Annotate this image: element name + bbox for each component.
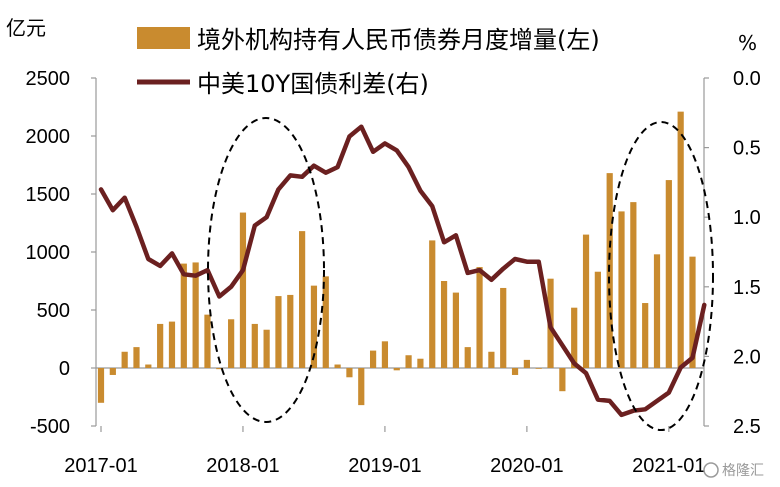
- bar: [642, 303, 649, 368]
- bar: [571, 307, 578, 368]
- left-tick-label: 0: [59, 358, 70, 380]
- watermark: 格隆汇: [703, 462, 764, 479]
- bar: [500, 287, 507, 368]
- bar: [168, 321, 176, 368]
- left-tick-label: -500: [30, 416, 70, 438]
- bar: [299, 231, 306, 368]
- bar: [535, 368, 542, 369]
- bar: [133, 347, 140, 368]
- x-axis-ticks: 2017-01 2018-01 2019-01 2020-01 2021-01: [64, 426, 706, 477]
- bar: [511, 368, 519, 375]
- x-tick-label: 2018-01: [206, 455, 279, 477]
- bar: [97, 368, 105, 403]
- left-axis-ticks: 2500 2000 1500 1000 500 0 -500: [26, 68, 96, 438]
- bar: [204, 314, 211, 368]
- left-axis-unit: 亿元: [6, 16, 46, 40]
- bar: [239, 212, 247, 368]
- bar: [145, 364, 152, 368]
- right-tick-label: 2.5: [733, 416, 761, 438]
- bar: [358, 368, 365, 406]
- x-tick-label: 2020-01: [490, 455, 563, 477]
- bar: [452, 292, 459, 368]
- bar: [594, 271, 601, 368]
- bar: [346, 368, 353, 378]
- bar: [429, 240, 436, 368]
- right-tick-label: 1.5: [733, 277, 761, 299]
- watermark-logo-icon: [703, 462, 719, 478]
- bar: [393, 368, 400, 371]
- left-tick-label: 1000: [26, 242, 71, 264]
- right-tick-label: 0.5: [733, 138, 761, 160]
- bar: [216, 368, 223, 370]
- bar: [689, 256, 696, 368]
- right-tick-label: 1.0: [733, 207, 761, 229]
- right-tick-label: 0.0: [733, 68, 761, 90]
- left-tick-label: 2000: [26, 126, 71, 148]
- bar: [523, 359, 530, 368]
- right-axis-unit: %: [738, 31, 757, 55]
- right-tick-label: 2.0: [733, 346, 761, 368]
- left-tick-label: 1500: [26, 184, 71, 206]
- bar: [192, 262, 199, 368]
- bar: [417, 358, 424, 368]
- left-tick-label: 2500: [26, 68, 71, 90]
- legend-bar-label: 境外机构持有人民币债券月度增量(左): [197, 26, 600, 54]
- x-tick-label: 2017-01: [64, 455, 137, 477]
- bar: [369, 350, 377, 368]
- bar: [405, 355, 412, 368]
- bar: [228, 319, 235, 368]
- watermark-text: 格隆汇: [722, 463, 764, 479]
- x-tick-label: 2021-01: [632, 455, 705, 477]
- bar-series: [97, 111, 696, 406]
- bar: [618, 211, 625, 368]
- bar: [180, 263, 187, 368]
- bar: [157, 323, 164, 368]
- bar: [559, 368, 566, 392]
- left-tick-label: 500: [37, 300, 70, 322]
- bar: [287, 294, 294, 368]
- bar: [310, 285, 318, 368]
- annotation-ellipse-2021: [608, 121, 714, 431]
- bar: [488, 351, 495, 368]
- bar: [251, 323, 258, 368]
- legend-bar-swatch: [137, 27, 190, 49]
- bar: [677, 111, 684, 368]
- bar: [121, 351, 128, 368]
- legend-line-label: 中美10Y国债利差(右): [197, 70, 429, 98]
- annotation-ellipse-2018: [207, 117, 325, 423]
- bar: [653, 254, 661, 368]
- bar: [464, 347, 471, 368]
- bar: [630, 202, 637, 368]
- bar: [476, 267, 483, 368]
- bar: [109, 368, 116, 375]
- bar: [665, 180, 672, 368]
- legend: 境外机构持有人民币债券月度增量(左) 中美10Y国债利差(右): [137, 26, 600, 98]
- bar: [263, 329, 270, 368]
- bar: [322, 276, 329, 368]
- bar: [440, 281, 448, 368]
- spread-line: [98, 124, 707, 418]
- bar: [582, 234, 590, 368]
- bar: [334, 364, 341, 368]
- bar: [275, 296, 282, 368]
- bar: [381, 341, 389, 368]
- x-tick-label: 2019-01: [348, 455, 421, 477]
- right-axis-ticks: 0.0 0.5 1.0 1.5 2.0 2.5: [704, 68, 761, 438]
